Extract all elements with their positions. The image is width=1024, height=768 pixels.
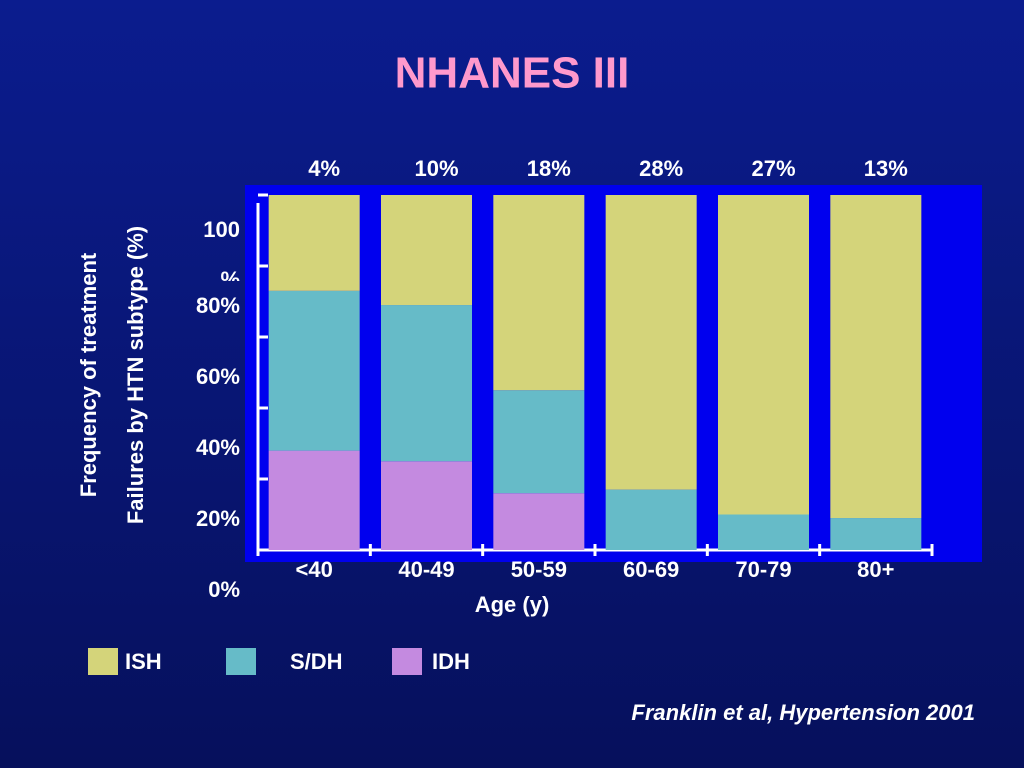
x-tick-label: 60-69 [623,557,679,582]
y-axis-label: Failures by HTN subtype (%) [123,226,148,524]
bar-segment [605,489,697,550]
y-tick-label: 100 % [203,221,240,281]
bar-segment [830,195,922,519]
bar-segment [605,195,697,490]
bar-segment [268,290,360,451]
y-tick-label-box: 100 % [203,221,240,281]
top-label: 27% [751,156,795,181]
legend-label: ISH [125,649,162,674]
top-label: 4% [308,156,340,181]
x-tick-label: 40-49 [398,557,454,582]
x-tick-label: <40 [296,557,333,582]
y-tick-label: 40% [195,435,240,460]
bar-segment [381,195,472,306]
top-label: 10% [414,156,458,181]
legend-swatch [88,648,118,675]
bar-segment [718,514,809,550]
y-tick-label-box: 60% [195,364,240,389]
bar-segment [830,518,922,550]
legend-swatch [392,648,422,675]
source: Franklin et al, Hypertension 2001 [631,700,975,725]
y-tick-label: 80% [195,293,240,318]
chart-title: NHANES III [395,49,630,98]
y-tick-label-box: 0% [208,577,240,602]
bar-segment [493,493,585,550]
x-tick-label: 50-59 [511,557,567,582]
y-axis-label: Frequency of treatment [76,252,101,497]
top-label: 18% [527,156,571,181]
y-tick-label: 20% [195,506,240,531]
bar-segment [493,195,585,391]
y-tick-label-box: 80% [195,293,240,318]
legend-label: IDH [432,649,470,674]
bar-segment [381,305,472,462]
bar-segment [268,450,360,550]
bar-segment [718,195,809,515]
y-tick-label-box: 40% [195,435,240,460]
top-label: 28% [639,156,683,181]
x-axis-label: Age (y) [475,592,550,617]
legend-label: S/DH [290,649,343,674]
bar-segment [268,195,360,291]
top-label: 13% [864,156,908,181]
y-tick-label-box: 20% [195,506,240,531]
x-tick-label: 80+ [857,557,894,582]
legend-swatch [226,648,256,675]
y-tick-label: 60% [195,364,240,389]
x-tick-label: 70-79 [735,557,791,582]
y-tick-label: 0% [208,577,240,602]
bar-segment [493,390,585,494]
bar-segment [381,461,472,550]
